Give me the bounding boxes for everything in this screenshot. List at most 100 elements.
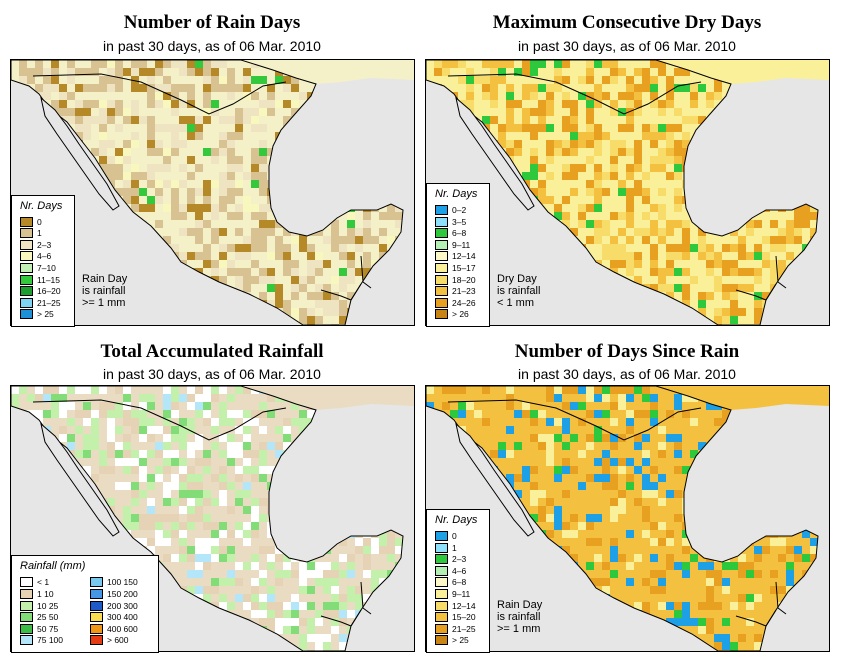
gulf-of-california xyxy=(40,96,120,211)
data-pixel xyxy=(251,212,259,220)
data-pixel xyxy=(187,68,195,76)
data-pixel xyxy=(570,204,578,212)
data-pixel xyxy=(211,180,219,188)
panel-title: Maximum Consecutive Dry Days xyxy=(492,12,762,33)
data-pixel xyxy=(754,244,762,252)
data-pixel xyxy=(107,108,115,116)
data-pixel xyxy=(171,530,179,538)
data-pixel xyxy=(291,618,299,626)
data-pixel xyxy=(642,132,650,140)
data-pixel xyxy=(634,164,642,172)
data-pixel xyxy=(562,426,570,434)
data-pixel xyxy=(746,268,754,276)
panel-subtitle: in past 30 days, as of 06 Mar. 2010 xyxy=(103,366,321,382)
data-pixel xyxy=(195,204,203,212)
data-pixel xyxy=(674,434,682,442)
data-pixel xyxy=(554,148,562,156)
data-pixel xyxy=(235,466,243,474)
data-pixel xyxy=(387,204,395,212)
data-pixel xyxy=(610,506,618,514)
data-pixel xyxy=(171,196,179,204)
data-pixel xyxy=(107,402,115,410)
data-pixel xyxy=(251,228,259,236)
data-pixel xyxy=(682,602,690,610)
data-pixel xyxy=(171,124,179,132)
data-pixel xyxy=(562,220,570,228)
legend-swatch xyxy=(435,286,448,297)
data-pixel xyxy=(562,538,570,546)
data-pixel xyxy=(722,602,730,610)
data-pixel xyxy=(746,228,754,236)
data-pixel xyxy=(650,554,658,562)
data-pixel xyxy=(307,618,315,626)
data-pixel xyxy=(299,562,307,570)
data-pixel xyxy=(163,498,171,506)
data-pixel xyxy=(522,60,530,68)
data-pixel xyxy=(147,418,155,426)
data-pixel xyxy=(626,172,634,180)
data-pixel xyxy=(227,140,235,148)
data-pixel xyxy=(586,426,594,434)
data-pixel xyxy=(618,100,626,108)
data-pixel xyxy=(778,586,786,594)
data-pixel xyxy=(211,386,219,394)
data-pixel xyxy=(514,442,522,450)
data-pixel xyxy=(626,522,634,530)
legend-label: 15–20 xyxy=(452,612,476,623)
data-pixel xyxy=(650,530,658,538)
data-pixel xyxy=(626,482,634,490)
data-pixel xyxy=(331,292,339,300)
data-pixel xyxy=(554,204,562,212)
data-pixel xyxy=(331,300,339,308)
definition-note: is rainfall xyxy=(497,285,541,297)
data-pixel xyxy=(339,316,347,324)
data-pixel xyxy=(706,100,714,108)
data-pixel xyxy=(115,188,123,196)
data-pixel xyxy=(538,514,546,522)
data-pixel xyxy=(123,522,131,530)
data-pixel xyxy=(195,220,203,228)
data-pixel xyxy=(778,244,786,252)
data-pixel xyxy=(163,554,171,562)
data-pixel xyxy=(426,386,434,394)
data-pixel xyxy=(610,156,618,164)
data-pixel xyxy=(227,530,235,538)
data-pixel xyxy=(171,92,179,100)
data-pixel xyxy=(259,410,267,418)
data-pixel xyxy=(187,450,195,458)
data-pixel xyxy=(235,84,243,92)
data-pixel xyxy=(283,418,291,426)
data-pixel xyxy=(674,156,682,164)
data-pixel xyxy=(658,586,666,594)
data-pixel xyxy=(570,188,578,196)
data-pixel xyxy=(267,100,275,108)
data-pixel xyxy=(155,84,163,92)
data-pixel xyxy=(131,458,139,466)
data-pixel xyxy=(538,490,546,498)
data-pixel xyxy=(195,514,203,522)
data-pixel xyxy=(107,418,115,426)
data-pixel xyxy=(650,164,658,172)
data-pixel xyxy=(163,92,171,100)
legend-swatch xyxy=(20,286,33,297)
data-pixel xyxy=(203,546,211,554)
data-pixel xyxy=(243,522,251,530)
data-pixel xyxy=(107,442,115,450)
data-pixel xyxy=(618,140,626,148)
data-pixel xyxy=(594,180,602,188)
legend-swatch xyxy=(20,623,33,634)
data-pixel xyxy=(610,244,618,252)
data-pixel xyxy=(235,450,243,458)
data-pixel xyxy=(650,284,658,292)
data-pixel xyxy=(75,84,83,92)
legend-swatch xyxy=(435,274,448,285)
data-pixel xyxy=(634,252,642,260)
data-pixel xyxy=(578,482,586,490)
data-pixel xyxy=(283,554,291,562)
data-pixel xyxy=(666,220,674,228)
data-pixel xyxy=(163,418,171,426)
data-pixel xyxy=(594,434,602,442)
data-pixel xyxy=(251,474,259,482)
data-pixel xyxy=(203,522,211,530)
data-pixel xyxy=(331,220,339,228)
